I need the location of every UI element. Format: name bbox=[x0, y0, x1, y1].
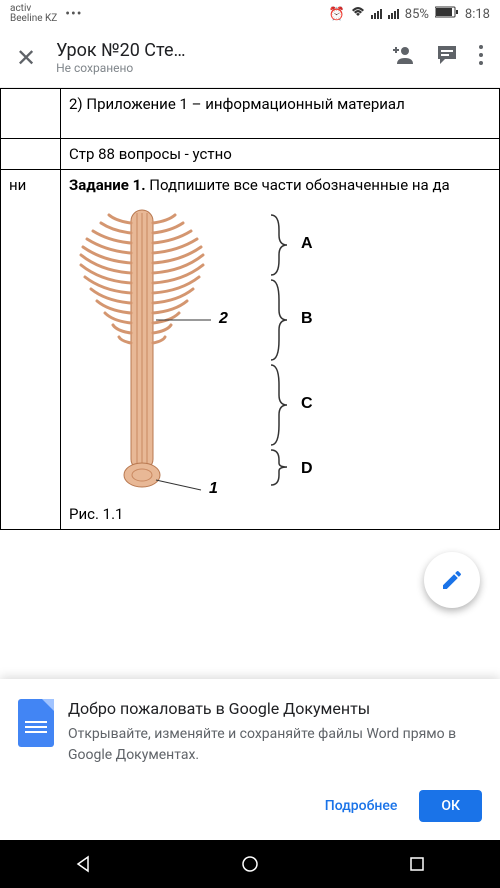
android-nav-bar bbox=[0, 840, 500, 888]
wifi-icon bbox=[351, 6, 365, 22]
close-icon[interactable]: ✕ bbox=[16, 44, 36, 72]
dialog-body: Открывайте, изменяйте и сохраняйте файлы… bbox=[68, 724, 482, 766]
back-button[interactable] bbox=[58, 848, 108, 880]
status-overflow-icon: ••• bbox=[65, 6, 82, 22]
learn-more-button[interactable]: Подробнее bbox=[313, 790, 410, 822]
table-cell bbox=[1, 89, 61, 139]
battery-percent: 85% bbox=[405, 7, 429, 22]
edit-fab[interactable] bbox=[424, 552, 480, 608]
document-viewport[interactable]: 2) Приложение 1 – информационный материа… bbox=[0, 88, 500, 628]
diagram-label-d: D bbox=[301, 460, 313, 478]
task-bold: Задание 1. bbox=[69, 176, 146, 194]
diagram-label-1: 1 bbox=[209, 480, 218, 498]
app-actions bbox=[390, 44, 484, 71]
document-table: 2) Приложение 1 – информационный материа… bbox=[0, 88, 500, 530]
task-text: Подпишите все части обозначенные на да bbox=[146, 176, 450, 194]
welcome-dialog: Добро пожаловать в Google Документы Откр… bbox=[0, 679, 500, 840]
table-cell bbox=[1, 139, 61, 170]
diagram-label-b: B bbox=[301, 310, 313, 328]
diagram-label-c: C bbox=[301, 395, 313, 413]
ok-button[interactable]: ОК bbox=[419, 790, 482, 822]
carrier-2: Beeline KZ bbox=[10, 14, 57, 24]
table-cell: ни bbox=[1, 170, 61, 530]
home-button[interactable] bbox=[225, 848, 275, 880]
diagram-cell: Задание 1. Подпишите все части обозначен… bbox=[61, 170, 500, 530]
carrier-labels: activ Beeline KZ bbox=[10, 4, 57, 24]
clock-time: 8:18 bbox=[465, 7, 490, 22]
status-right: ⏰ 85% 8:18 bbox=[329, 6, 490, 22]
signal-2-icon bbox=[388, 9, 399, 19]
biology-diagram bbox=[71, 205, 331, 505]
document-title: Урок №20 Сте… bbox=[56, 40, 390, 61]
app-bar: ✕ Урок №20 Сте… Не сохранено bbox=[0, 28, 500, 88]
document-subtitle: Не сохранено bbox=[56, 61, 390, 75]
battery-icon bbox=[435, 6, 459, 22]
diagram-label-2: 2 bbox=[219, 310, 228, 328]
add-person-icon[interactable] bbox=[390, 44, 416, 71]
recent-button[interactable] bbox=[392, 848, 442, 880]
diagram-label-a: A bbox=[301, 235, 313, 253]
table-cell: 2) Приложение 1 – информационный материа… bbox=[61, 89, 500, 139]
google-docs-icon bbox=[18, 699, 54, 747]
comment-icon[interactable] bbox=[436, 44, 458, 71]
dialog-title: Добро пожаловать в Google Документы bbox=[68, 699, 482, 718]
more-icon[interactable] bbox=[478, 44, 484, 71]
alarm-icon: ⏰ bbox=[329, 7, 345, 22]
table-cell: Стр 88 вопросы - устно bbox=[61, 139, 500, 170]
title-block[interactable]: Урок №20 Сте… Не сохранено bbox=[56, 40, 390, 75]
figure-caption: Рис. 1.1 bbox=[69, 505, 123, 523]
status-bar: activ Beeline KZ ••• ⏰ 85% 8:18 bbox=[0, 0, 500, 28]
signal-1-icon bbox=[371, 9, 382, 19]
